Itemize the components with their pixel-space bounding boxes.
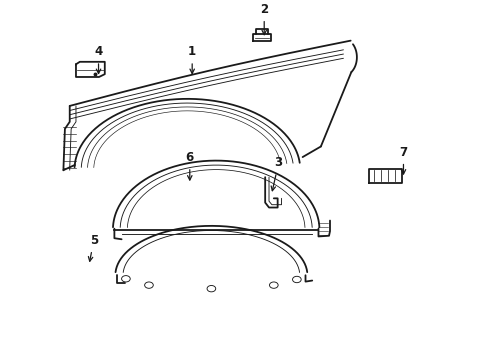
Text: 7: 7 xyxy=(399,146,408,174)
Text: 5: 5 xyxy=(88,234,98,261)
Text: 3: 3 xyxy=(271,156,283,191)
Text: 4: 4 xyxy=(95,45,103,73)
Text: 2: 2 xyxy=(260,3,268,35)
Text: 1: 1 xyxy=(188,45,196,73)
Text: 6: 6 xyxy=(186,151,194,180)
